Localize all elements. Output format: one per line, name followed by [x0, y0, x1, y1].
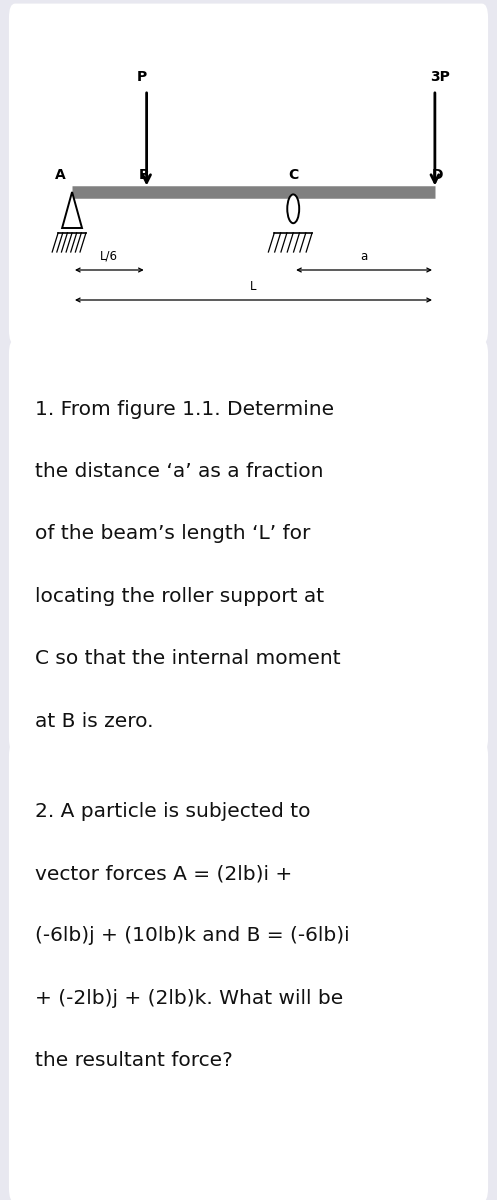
Text: D: D — [431, 168, 443, 182]
Text: a: a — [360, 250, 368, 263]
Text: + (-2lb)j + (2lb)k. What will be: + (-2lb)j + (2lb)k. What will be — [35, 989, 343, 1008]
Text: L: L — [250, 280, 257, 293]
FancyBboxPatch shape — [9, 340, 488, 752]
FancyBboxPatch shape — [9, 4, 488, 344]
Text: A: A — [55, 168, 66, 182]
Text: (-6lb)j + (10lb)k and B = (-6lb)i: (-6lb)j + (10lb)k and B = (-6lb)i — [35, 926, 349, 946]
Text: the distance ‘a’ as a fraction: the distance ‘a’ as a fraction — [35, 462, 323, 481]
Text: L/6: L/6 — [100, 250, 118, 263]
Text: C: C — [288, 168, 298, 182]
FancyBboxPatch shape — [9, 742, 488, 1200]
Text: vector forces A = (2lb)i +: vector forces A = (2lb)i + — [35, 864, 292, 883]
Text: 3P: 3P — [430, 70, 450, 84]
Text: 2. A particle is subjected to: 2. A particle is subjected to — [35, 802, 310, 821]
Text: B: B — [139, 168, 150, 182]
Text: C so that the internal moment: C so that the internal moment — [35, 649, 340, 668]
Text: locating the roller support at: locating the roller support at — [35, 587, 324, 606]
Text: P: P — [137, 70, 147, 84]
Text: at B is zero.: at B is zero. — [35, 712, 160, 731]
Text: the resultant force?: the resultant force? — [35, 1051, 239, 1070]
Text: of the beam’s length ‘L’ for: of the beam’s length ‘L’ for — [35, 524, 310, 544]
Polygon shape — [62, 192, 82, 228]
Circle shape — [287, 194, 299, 223]
Text: 1. From figure 1.1. Determine: 1. From figure 1.1. Determine — [35, 400, 334, 419]
